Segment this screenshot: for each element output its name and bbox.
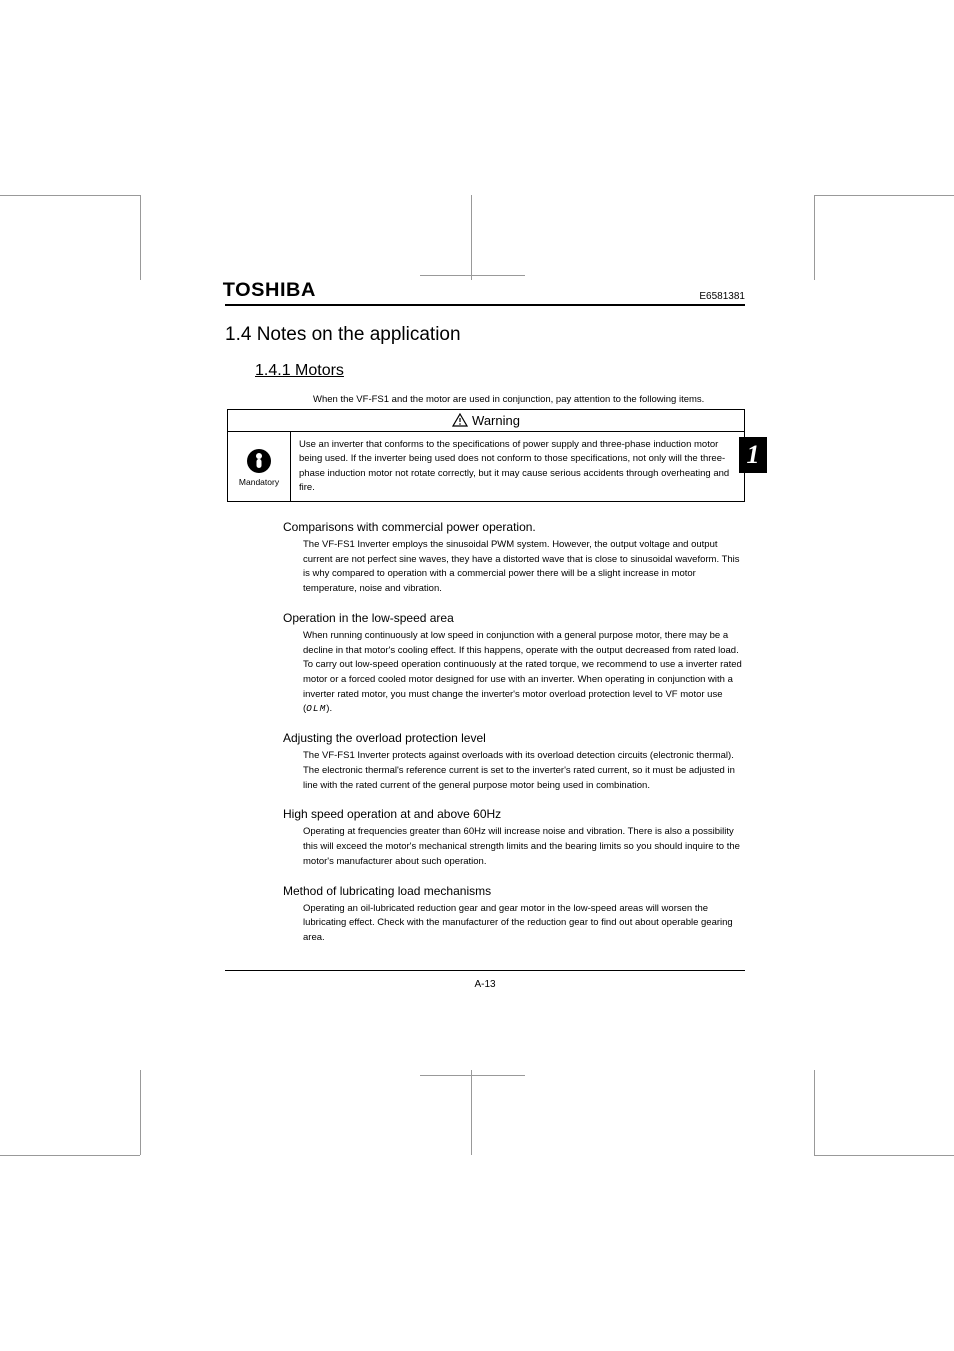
section-body: Operating at frequencies greater than 60… [303, 825, 745, 869]
heading-2: 1.4.1 Motors [255, 362, 745, 380]
mandatory-label: Mandatory [239, 477, 279, 487]
crop-mark [471, 1070, 472, 1155]
section-title: Operation in the low-speed area [283, 611, 745, 625]
crop-mark [420, 275, 525, 276]
warning-mandatory-cell: Mandatory [228, 432, 291, 501]
warning-text: Use an inverter that conforms to the spe… [291, 432, 744, 501]
section-low-speed: Operation in the low-speed area When run… [283, 611, 745, 717]
page-number: A-13 [225, 979, 745, 990]
brand-logo: TOSHIBA [223, 280, 316, 302]
section-body: The VF-FS1 Inverter protects against ove… [303, 749, 745, 793]
mandatory-icon [246, 448, 272, 474]
crop-mark [0, 1155, 140, 1156]
crop-mark [471, 195, 472, 280]
crop-mark [814, 195, 954, 196]
section-lubricating: Method of lubricating load mechanisms Op… [283, 884, 745, 946]
section-title: Adjusting the overload protection level [283, 731, 745, 745]
section-title: High speed operation at and above 60Hz [283, 807, 745, 821]
page-header: TOSHIBA E6581381 [225, 280, 745, 306]
section-comparisons: Comparisons with commercial power operat… [283, 520, 745, 597]
section-title: Method of lubricating load mechanisms [283, 884, 745, 898]
crop-mark [814, 195, 815, 280]
warning-triangle-icon [452, 413, 468, 427]
section-body: Operating an oil-lubricated reduction ge… [303, 902, 745, 946]
section-high-speed: High speed operation at and above 60Hz O… [283, 807, 745, 869]
warning-header: Warning [228, 410, 744, 432]
intro-text: When the VF-FS1 and the motor are used i… [313, 394, 745, 405]
heading-1: 1.4 Notes on the application [225, 324, 745, 346]
section-overload: Adjusting the overload protection level … [283, 731, 745, 793]
crop-mark [0, 195, 140, 196]
warning-box: Warning Mandatory Use an inverter that c… [227, 409, 745, 502]
page-content: TOSHIBA E6581381 1.4 Notes on the applic… [225, 280, 745, 990]
crop-mark [140, 195, 141, 280]
document-number: E6581381 [699, 291, 745, 302]
crop-mark [420, 1075, 525, 1076]
param-code: OLM [306, 703, 326, 714]
crop-mark [814, 1155, 954, 1156]
warning-title: Warning [472, 413, 520, 428]
section-title: Comparisons with commercial power operat… [283, 520, 745, 534]
section-body: When running continuously at low speed i… [303, 629, 745, 717]
crop-mark [814, 1070, 815, 1155]
section-body: The VF-FS1 Inverter employs the sinusoid… [303, 538, 745, 597]
footer-rule [225, 970, 745, 971]
crop-mark [140, 1070, 141, 1155]
